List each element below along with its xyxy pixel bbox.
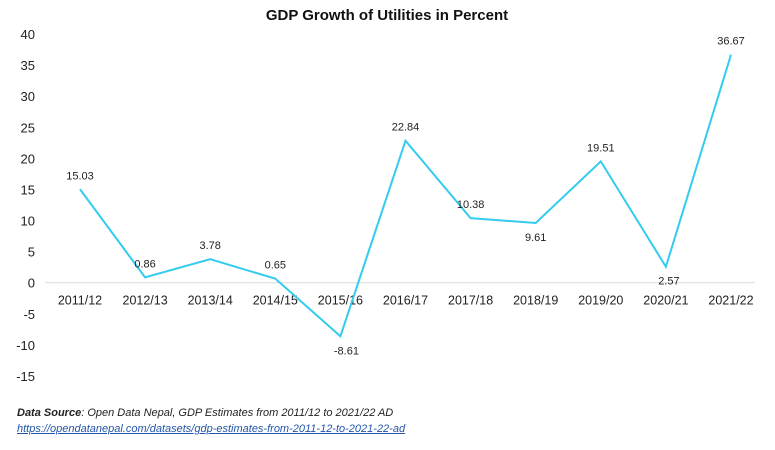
y-tick-label: 30 — [21, 89, 35, 104]
data-label: 15.03 — [66, 170, 94, 182]
x-tick-label: 2013/14 — [188, 294, 233, 308]
y-tick-label: -5 — [23, 307, 35, 322]
y-tick-label: -10 — [16, 338, 35, 353]
x-tick-label: 2020/21 — [643, 294, 688, 308]
series-line — [79, 54, 732, 339]
y-tick-label: 25 — [21, 120, 35, 135]
chart-title: GDP Growth of Utilities in Percent — [266, 7, 508, 24]
y-tick-label: 10 — [21, 214, 35, 229]
y-tick-label: 15 — [21, 182, 35, 197]
data-label: 0.86 — [134, 258, 155, 270]
x-tick-label: 2018/19 — [513, 294, 558, 308]
data-source-label: Data Source — [17, 407, 82, 419]
y-tick-label: -15 — [16, 369, 35, 384]
data-label: 2.57 — [658, 276, 679, 288]
y-tick-label: 20 — [21, 151, 35, 166]
data-label: -8.61 — [334, 345, 359, 357]
data-label: 3.78 — [199, 240, 220, 252]
data-labels: 15.03 0.86 3.78 0.65 -8.61 22.84 10.38 9.61 19.5… — [66, 36, 745, 358]
data-label: 0.65 — [265, 260, 286, 272]
x-tick-label: 2019/20 — [578, 294, 623, 308]
y-tick-label: 0 — [28, 276, 35, 291]
x-tick-label: 2021/22 — [708, 294, 753, 308]
data-label: 22.84 — [392, 122, 420, 134]
y-tick-label: 5 — [28, 245, 35, 260]
y-tick-label: 35 — [21, 58, 35, 73]
data-label: 36.67 — [717, 36, 745, 48]
x-tick-label: 2016/17 — [383, 294, 428, 308]
x-axis: 2011/12 2012/13 2013/14 2014/15 2015/16 2016/… — [58, 294, 754, 308]
x-tick-label: 2017/18 — [448, 294, 493, 308]
y-tick-label: 40 — [21, 27, 35, 42]
x-tick-label: 2012/13 — [123, 294, 168, 308]
data-label: 19.51 — [587, 142, 615, 154]
line-chart: GDP Growth of Utilities in Percent 40 35 3… — [16, 7, 755, 384]
x-tick-label: 2014/15 — [253, 294, 298, 308]
x-tick-label: 2015/16 — [318, 294, 363, 308]
data-label: 9.61 — [525, 232, 546, 244]
data-label: 10.38 — [457, 199, 485, 211]
data-source-link[interactable]: https://opendatanepal.com/datasets/gdp-e… — [17, 423, 406, 435]
y-axis: 40 35 30 25 20 15 10 5 0 -5 -10 -15 — [16, 27, 35, 384]
data-source-note: Data Source: Open Data Nepal, GDP Estima… — [17, 405, 405, 437]
x-tick-label: 2011/12 — [58, 294, 102, 308]
data-source-text: : Open Data Nepal, GDP Estimates from 20… — [81, 407, 394, 419]
